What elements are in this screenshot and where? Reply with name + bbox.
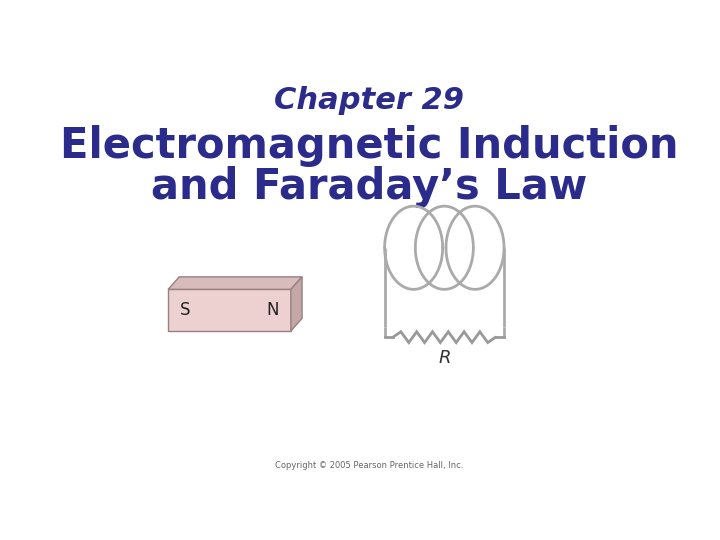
Text: and Faraday’s Law: and Faraday’s Law — [150, 166, 588, 208]
Text: N: N — [267, 301, 279, 319]
Polygon shape — [291, 277, 302, 331]
Text: Chapter 29: Chapter 29 — [274, 86, 464, 114]
Polygon shape — [168, 289, 291, 331]
Polygon shape — [168, 277, 302, 289]
Text: S: S — [179, 301, 190, 319]
Text: Electromagnetic Induction: Electromagnetic Induction — [60, 125, 678, 167]
Text: Copyright © 2005 Pearson Prentice Hall, Inc.: Copyright © 2005 Pearson Prentice Hall, … — [275, 461, 463, 470]
Text: $R$: $R$ — [438, 349, 451, 367]
